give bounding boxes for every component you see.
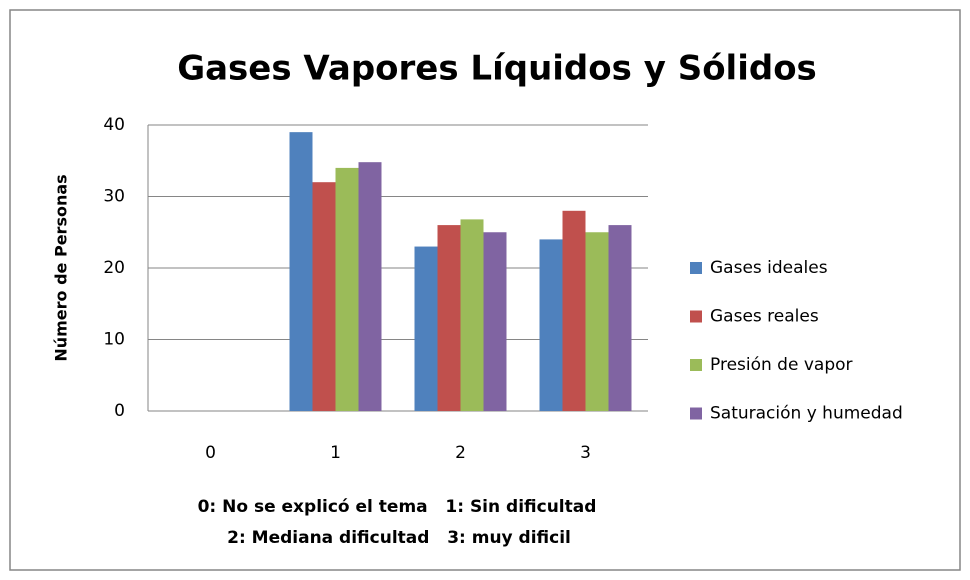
x-axis-label: 0: No se explicó el tema 1: Sin dificult… bbox=[198, 497, 597, 517]
x-tick-label: 1 bbox=[330, 443, 341, 463]
bar bbox=[483, 232, 507, 411]
y-tick-label: 30 bbox=[103, 187, 125, 207]
chart-title: Gases Vapores Líquidos y Sólidos bbox=[177, 49, 817, 89]
bar bbox=[289, 132, 313, 411]
legend-swatch bbox=[690, 262, 702, 274]
y-tick-label: 10 bbox=[103, 330, 125, 350]
y-tick-label: 40 bbox=[103, 115, 125, 135]
y-axis-label: Número de Personas bbox=[52, 174, 71, 361]
x-tick-label: 0 bbox=[205, 443, 216, 463]
x-axis-label: 2: Mediana dificultad 3: muy dificil bbox=[227, 528, 571, 548]
legend-label: Saturación y humedad bbox=[710, 404, 903, 424]
bar bbox=[562, 210, 586, 411]
legend-label: Presión de vapor bbox=[710, 355, 853, 375]
legend-swatch bbox=[690, 407, 702, 420]
x-tick-label: 2 bbox=[455, 443, 466, 463]
bar bbox=[460, 219, 484, 411]
legend-label: Gases ideales bbox=[710, 258, 828, 278]
legend-swatch bbox=[690, 310, 702, 323]
bar bbox=[358, 162, 382, 411]
y-tick-label: 20 bbox=[103, 258, 125, 278]
bar bbox=[585, 232, 609, 411]
legend-label: Gases reales bbox=[710, 307, 819, 327]
bar bbox=[437, 225, 461, 411]
legend-swatch bbox=[690, 359, 702, 371]
x-tick-label: 3 bbox=[580, 443, 591, 463]
bar bbox=[312, 182, 336, 411]
bar bbox=[414, 246, 438, 411]
bar bbox=[539, 239, 563, 411]
y-tick-label: 0 bbox=[114, 401, 125, 421]
bar bbox=[608, 225, 632, 411]
bar bbox=[335, 167, 359, 411]
